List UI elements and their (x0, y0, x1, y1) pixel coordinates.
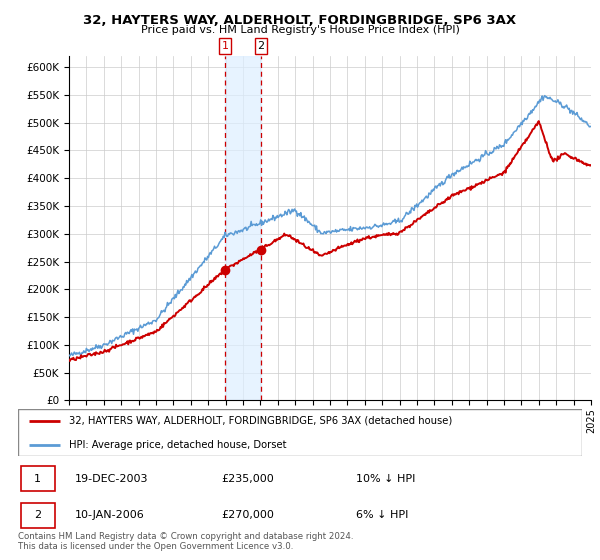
Text: 10-JAN-2006: 10-JAN-2006 (74, 510, 144, 520)
Text: £270,000: £270,000 (221, 510, 274, 520)
FancyBboxPatch shape (21, 466, 55, 492)
Text: 6% ↓ HPI: 6% ↓ HPI (356, 510, 409, 520)
Text: 32, HAYTERS WAY, ALDERHOLT, FORDINGBRIDGE, SP6 3AX (detached house): 32, HAYTERS WAY, ALDERHOLT, FORDINGBRIDG… (69, 416, 452, 426)
Text: 2: 2 (257, 41, 265, 51)
Text: HPI: Average price, detached house, Dorset: HPI: Average price, detached house, Dors… (69, 440, 286, 450)
Text: Price paid vs. HM Land Registry's House Price Index (HPI): Price paid vs. HM Land Registry's House … (140, 25, 460, 35)
Text: 10% ↓ HPI: 10% ↓ HPI (356, 474, 416, 484)
Text: 1: 1 (34, 474, 41, 484)
Text: 19-DEC-2003: 19-DEC-2003 (74, 474, 148, 484)
Text: £235,000: £235,000 (221, 474, 274, 484)
FancyBboxPatch shape (21, 503, 55, 528)
Text: 1: 1 (221, 41, 229, 51)
Bar (225, 56, 261, 400)
Text: Contains HM Land Registry data © Crown copyright and database right 2024.
This d: Contains HM Land Registry data © Crown c… (18, 532, 353, 552)
Text: 32, HAYTERS WAY, ALDERHOLT, FORDINGBRIDGE, SP6 3AX: 32, HAYTERS WAY, ALDERHOLT, FORDINGBRIDG… (83, 14, 517, 27)
Text: 2: 2 (34, 510, 41, 520)
FancyBboxPatch shape (18, 409, 582, 456)
